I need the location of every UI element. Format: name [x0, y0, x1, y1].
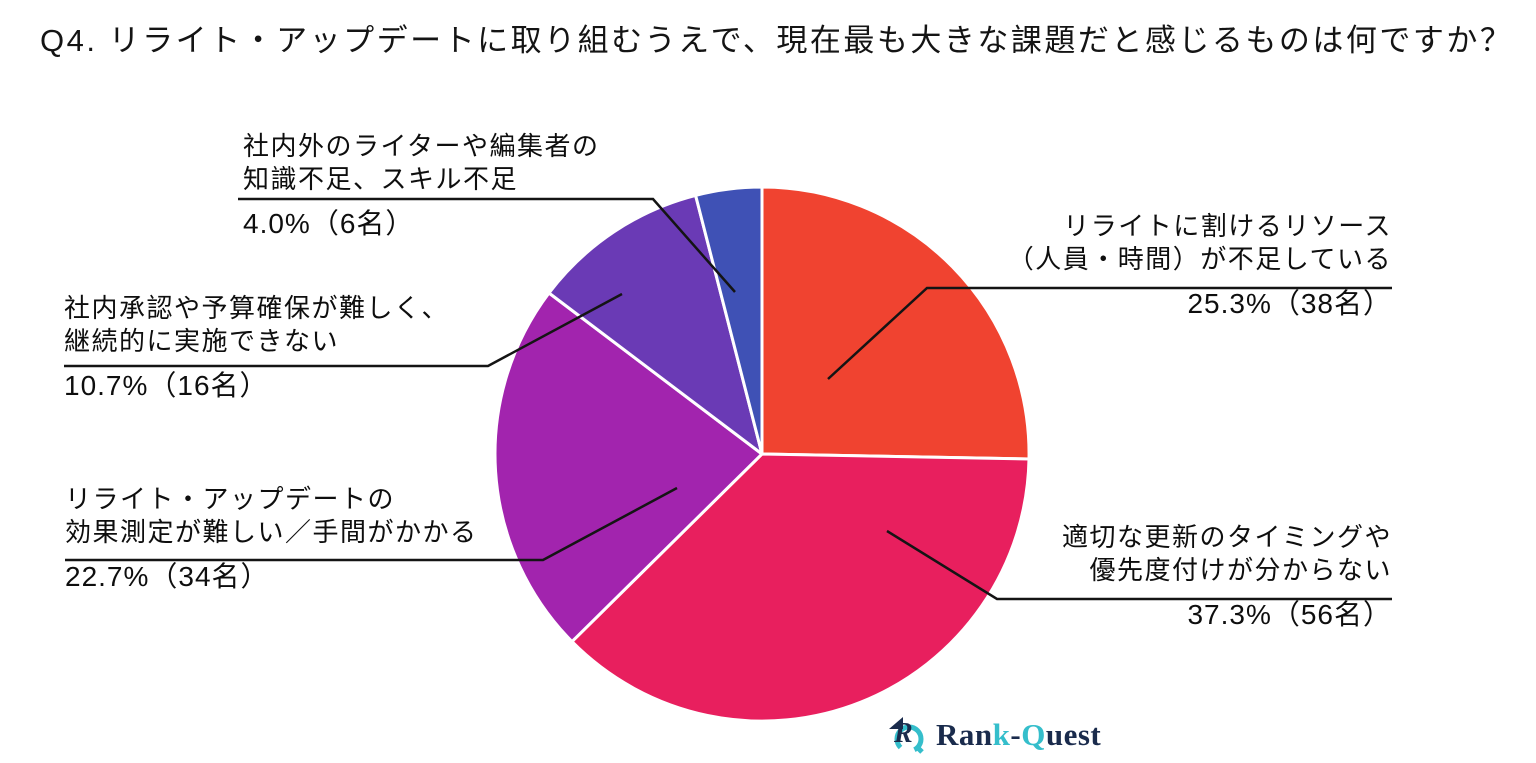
pie-slice-1	[570, 452, 1031, 723]
callout-label-line: 社内承認や予算確保が難しく、	[64, 293, 450, 323]
logo-text-part: -	[1010, 717, 1022, 752]
callout-writer-skill: 社内外のライターや編集者の 知識不足、スキル不足 4.0%（6名）	[243, 130, 599, 240]
callout-update-timing: 適切な更新のタイミングや 優先度付けが分からない 37.3%（56名）	[1062, 521, 1392, 631]
callout-label-line: リライト・アップデートの	[65, 484, 396, 514]
callout-label-line: 継続的に実施できない	[64, 326, 340, 356]
svg-text:R: R	[893, 718, 913, 749]
logo-text-part: k	[992, 717, 1011, 752]
callout-value: 4.0%（6名）	[243, 208, 415, 239]
logo-text-part: Ran	[936, 717, 993, 752]
callout-value: 10.7%（16名）	[64, 370, 269, 401]
chart-title: Q4. リライト・アップデートに取り組むうえで、現在最も大きな課題だと感じるもの…	[40, 23, 1514, 58]
callout-label-line: 優先度付けが分からない	[1089, 555, 1392, 585]
pie-slice-2	[493, 291, 764, 644]
callout-internal-approval: 社内承認や予算確保が難しく、 継続的に実施できない 10.7%（16名）	[64, 292, 449, 402]
pie-slice-3	[547, 193, 764, 456]
callout-label-line: 社内外のライターや編集者の	[243, 131, 600, 161]
leader-line-1	[886, 529, 1392, 601]
callout-value: 25.3%（38名）	[1187, 288, 1392, 319]
rank-quest-logo: R Rank-Quest	[886, 712, 1101, 758]
callout-label-line: 知識不足、スキル不足	[243, 164, 519, 194]
pie-slice-4	[694, 185, 764, 456]
leader-line-0	[827, 286, 1392, 380]
rank-quest-logo-icon: R	[889, 717, 924, 754]
logo-text-part: uest	[1045, 717, 1102, 752]
pie-slice-0	[760, 185, 1031, 461]
callout-label-line: 適切な更新のタイミングや	[1061, 522, 1392, 552]
callout-label-line: （人員・時間）が不足している	[1007, 244, 1392, 274]
callout-effect-measurement: リライト・アップデートの 効果測定が難しい／手間がかかる 22.7%（34名）	[65, 483, 478, 593]
leader-line-2	[65, 486, 678, 562]
callout-resource-shortage: リライトに割けるリソース （人員・時間）が不足している 25.3%（38名）	[1008, 210, 1392, 320]
callout-value: 37.3%（56名）	[1187, 599, 1392, 630]
logo-text-part: Q	[1021, 717, 1046, 752]
callout-value: 22.7%（34名）	[65, 561, 270, 592]
callout-label-line: 効果測定が難しい／手間がかかる	[65, 517, 478, 547]
rank-quest-logo-text: Rank-Quest	[936, 717, 1101, 753]
callout-label-line: リライトに割けるリソース	[1063, 211, 1392, 241]
leader-line-3	[64, 292, 623, 368]
leader-line-4	[238, 197, 736, 293]
